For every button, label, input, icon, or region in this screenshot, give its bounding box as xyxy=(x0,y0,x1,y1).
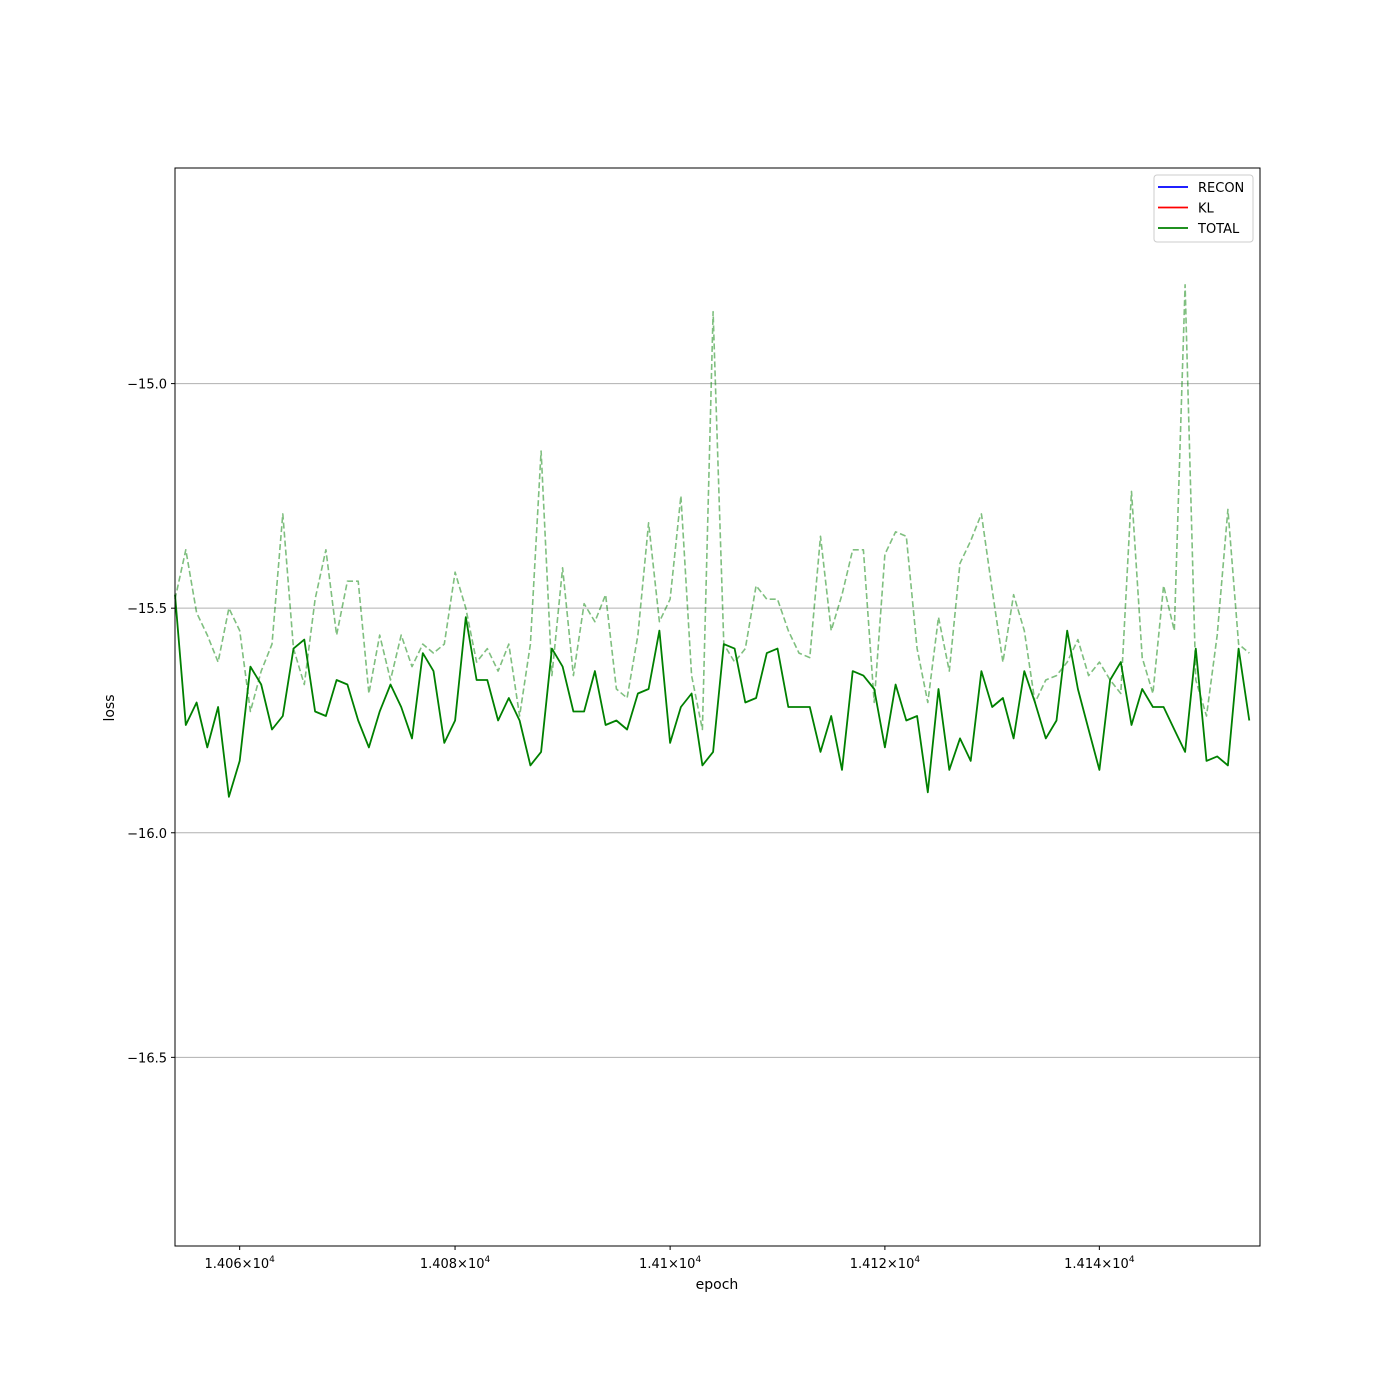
x-tick-label-0: 1.406×104 xyxy=(204,1255,275,1272)
legend: RECON KL TOTAL xyxy=(1153,174,1254,243)
x-tick-label-2: 1.41×104 xyxy=(639,1255,701,1272)
x-axis-ticks: 1.406×104 1.408×104 1.41×104 1.412×104 1.414… xyxy=(204,1246,1135,1272)
legend-label-kl: KL xyxy=(1198,202,1215,217)
legend-label-recon: RECON xyxy=(1198,181,1244,196)
y-tick-label-2: −16.0 xyxy=(127,827,167,842)
y-axis-label: loss xyxy=(102,694,118,721)
y-axis-ticks: −15.0 −15.5 −16.0 −16.5 xyxy=(127,378,175,1066)
legend-frame xyxy=(1153,174,1254,243)
x-tick-label-1: 1.408×104 xyxy=(420,1255,491,1272)
x-tick-label-4: 1.414×104 xyxy=(1064,1255,1135,1272)
x-axis-label: epoch xyxy=(696,1277,739,1293)
series-layer xyxy=(174,283,1251,798)
grid-lines xyxy=(175,383,1260,1058)
y-tick-label-1: −15.5 xyxy=(127,602,167,617)
y-tick-label-3: −16.5 xyxy=(127,1051,167,1066)
series-line-total xyxy=(174,594,1251,798)
plot-area-frame xyxy=(174,167,1261,1247)
series-dashed-line xyxy=(174,283,1250,731)
x-tick-label-3: 1.412×104 xyxy=(850,1255,921,1272)
legend-label-total: TOTAL xyxy=(1197,222,1240,237)
y-tick-label-0: −15.0 xyxy=(127,378,167,393)
